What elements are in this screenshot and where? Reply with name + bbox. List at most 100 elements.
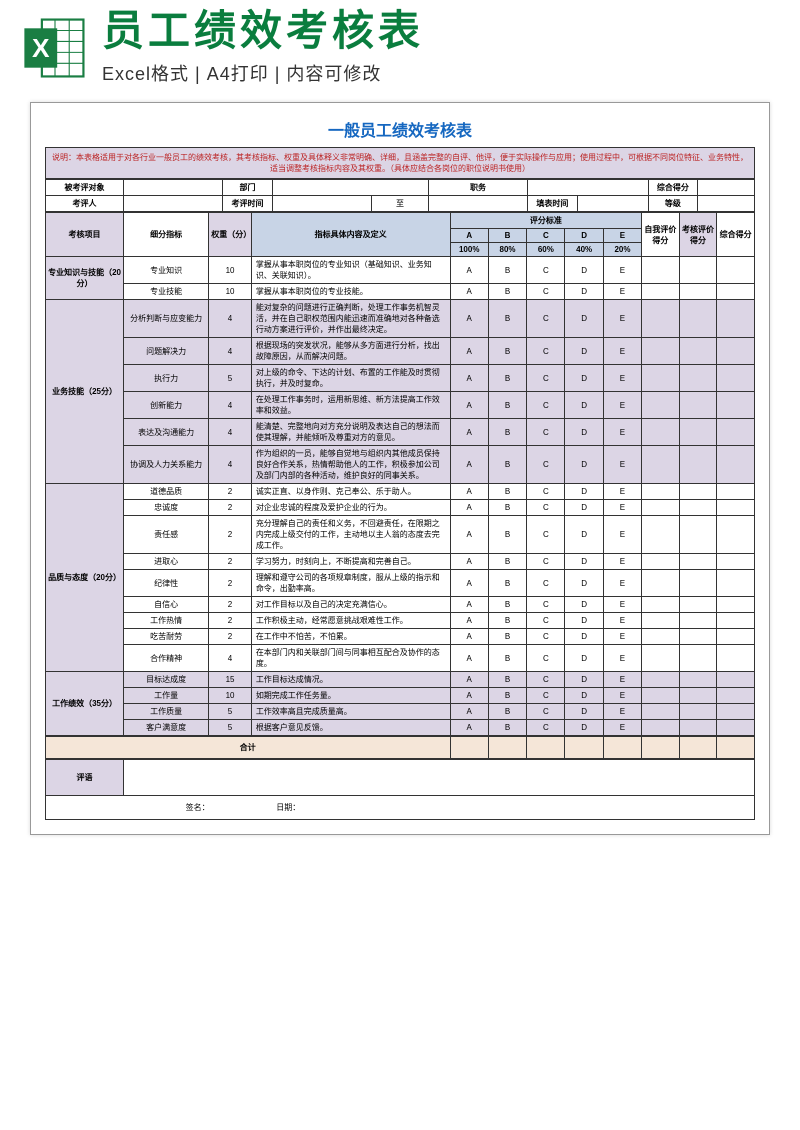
grade-cell[interactable]: A [450, 484, 488, 500]
grade-cell[interactable]: C [527, 688, 565, 704]
grade-cell[interactable]: E [603, 484, 641, 500]
score-cell-total[interactable] [717, 720, 755, 736]
score-cell-review[interactable] [679, 570, 717, 597]
grade-cell[interactable]: A [450, 392, 488, 419]
grade-cell[interactable]: E [603, 672, 641, 688]
grade-cell[interactable]: E [603, 257, 641, 284]
grade-cell[interactable]: A [450, 516, 488, 554]
score-cell-review[interactable] [679, 645, 717, 672]
grade-cell[interactable]: E [603, 419, 641, 446]
input-period-from[interactable] [272, 196, 371, 212]
grade-cell[interactable]: A [450, 645, 488, 672]
grade-cell[interactable]: B [488, 688, 526, 704]
grade-cell[interactable]: B [488, 554, 526, 570]
grade-cell[interactable]: B [488, 720, 526, 736]
grade-cell[interactable]: C [527, 300, 565, 338]
grade-cell[interactable]: E [603, 554, 641, 570]
grade-cell[interactable]: B [488, 672, 526, 688]
grade-cell[interactable]: A [450, 257, 488, 284]
grade-cell[interactable]: C [527, 284, 565, 300]
grade-cell[interactable]: A [450, 570, 488, 597]
grade-cell[interactable]: E [603, 500, 641, 516]
grade-cell[interactable]: B [488, 570, 526, 597]
grade-cell[interactable]: D [565, 570, 603, 597]
grade-cell[interactable]: B [488, 300, 526, 338]
score-cell-self[interactable] [642, 613, 680, 629]
score-cell-self[interactable] [642, 500, 680, 516]
grade-cell[interactable]: E [603, 365, 641, 392]
score-cell-review[interactable] [679, 516, 717, 554]
grade-cell[interactable]: D [565, 365, 603, 392]
score-cell-review[interactable] [679, 688, 717, 704]
total-d[interactable] [565, 737, 603, 759]
score-cell-self[interactable] [642, 720, 680, 736]
input-dept[interactable] [272, 180, 428, 196]
grade-cell[interactable]: D [565, 284, 603, 300]
score-cell-self[interactable] [642, 392, 680, 419]
grade-cell[interactable]: C [527, 570, 565, 597]
grade-cell[interactable]: D [565, 645, 603, 672]
score-cell-total[interactable] [717, 446, 755, 484]
grade-cell[interactable]: E [603, 613, 641, 629]
score-cell-review[interactable] [679, 500, 717, 516]
score-cell-review[interactable] [679, 446, 717, 484]
grade-cell[interactable]: B [488, 500, 526, 516]
score-cell-review[interactable] [679, 672, 717, 688]
score-cell-total[interactable] [717, 516, 755, 554]
grade-cell[interactable]: D [565, 300, 603, 338]
grade-cell[interactable]: D [565, 516, 603, 554]
grade-cell[interactable]: B [488, 392, 526, 419]
grade-cell[interactable]: B [488, 704, 526, 720]
grade-cell[interactable]: A [450, 704, 488, 720]
score-cell-total[interactable] [717, 613, 755, 629]
grade-cell[interactable]: C [527, 446, 565, 484]
grade-cell[interactable]: E [603, 597, 641, 613]
score-cell-self[interactable] [642, 484, 680, 500]
score-cell-total[interactable] [717, 338, 755, 365]
score-cell-self[interactable] [642, 554, 680, 570]
input-target[interactable] [123, 180, 222, 196]
score-cell-total[interactable] [717, 629, 755, 645]
input-fill[interactable] [577, 196, 648, 212]
input-grade[interactable] [698, 196, 755, 212]
total-all[interactable] [717, 737, 755, 759]
total-a[interactable] [450, 737, 488, 759]
grade-cell[interactable]: C [527, 365, 565, 392]
grade-cell[interactable]: D [565, 500, 603, 516]
grade-cell[interactable]: B [488, 645, 526, 672]
input-assessor[interactable] [123, 196, 222, 212]
grade-cell[interactable]: E [603, 516, 641, 554]
grade-cell[interactable]: E [603, 720, 641, 736]
grade-cell[interactable]: D [565, 629, 603, 645]
input-period-to[interactable] [428, 196, 527, 212]
grade-cell[interactable]: B [488, 613, 526, 629]
grade-cell[interactable]: D [565, 419, 603, 446]
score-cell-self[interactable] [642, 365, 680, 392]
grade-cell[interactable]: E [603, 688, 641, 704]
grade-cell[interactable]: C [527, 554, 565, 570]
grade-cell[interactable]: D [565, 672, 603, 688]
score-cell-self[interactable] [642, 597, 680, 613]
input-post[interactable] [528, 180, 649, 196]
grade-cell[interactable]: A [450, 300, 488, 338]
score-cell-self[interactable] [642, 257, 680, 284]
grade-cell[interactable]: C [527, 672, 565, 688]
grade-cell[interactable]: D [565, 257, 603, 284]
score-cell-total[interactable] [717, 704, 755, 720]
grade-cell[interactable]: B [488, 257, 526, 284]
grade-cell[interactable]: A [450, 419, 488, 446]
score-cell-review[interactable] [679, 597, 717, 613]
grade-cell[interactable]: C [527, 419, 565, 446]
score-cell-total[interactable] [717, 484, 755, 500]
grade-cell[interactable]: A [450, 672, 488, 688]
grade-cell[interactable]: D [565, 597, 603, 613]
grade-cell[interactable]: E [603, 645, 641, 672]
grade-cell[interactable]: A [450, 613, 488, 629]
grade-cell[interactable]: C [527, 500, 565, 516]
grade-cell[interactable]: B [488, 516, 526, 554]
grade-cell[interactable]: D [565, 392, 603, 419]
score-cell-total[interactable] [717, 392, 755, 419]
grade-cell[interactable]: A [450, 446, 488, 484]
grade-cell[interactable]: C [527, 338, 565, 365]
grade-cell[interactable]: E [603, 300, 641, 338]
